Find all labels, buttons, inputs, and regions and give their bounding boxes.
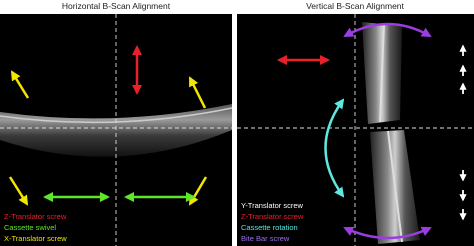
arrow	[324, 98, 345, 198]
panel-title: Vertical B-Scan Alignment	[306, 1, 404, 11]
panel-title: Horizontal B-Scan Alignment	[62, 1, 171, 11]
panel-bg	[237, 14, 474, 246]
oct-layer	[379, 23, 385, 123]
arrow	[8, 176, 29, 206]
arrow	[343, 226, 432, 240]
legend-entry: Z-Translator screw	[241, 212, 304, 221]
legend-entry: Z-Translator screw	[4, 212, 67, 221]
legend-entry: Cassette rotation	[241, 223, 298, 232]
arrow	[10, 70, 30, 99]
right-panel: Vertical B-Scan Alignment Y-Translator s…	[237, 1, 474, 246]
legend-entry: Y-Translator screw	[241, 201, 304, 210]
arrow	[188, 76, 207, 109]
legend-entry: Bite Bar screw	[241, 234, 290, 243]
legend-entry: Cassette swivel	[4, 223, 56, 232]
left-panel: Horizontal B-Scan Alignment Z-Translator…	[0, 1, 233, 246]
arrow	[343, 22, 432, 38]
oct-layer	[387, 130, 403, 243]
legend-entry: X-Translator screw	[4, 234, 67, 243]
